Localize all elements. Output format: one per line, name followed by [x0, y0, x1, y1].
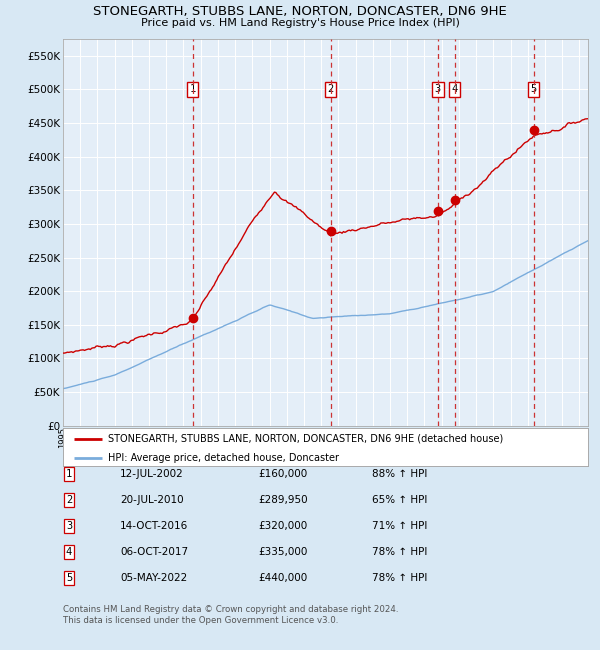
Text: STONEGARTH, STUBBS LANE, NORTON, DONCASTER, DN6 9HE: STONEGARTH, STUBBS LANE, NORTON, DONCAST…	[93, 5, 507, 18]
Text: 5: 5	[66, 573, 72, 583]
Text: 88% ↑ HPI: 88% ↑ HPI	[372, 469, 427, 479]
Text: 78% ↑ HPI: 78% ↑ HPI	[372, 573, 427, 583]
Text: 1: 1	[66, 469, 72, 479]
Text: HPI: Average price, detached house, Doncaster: HPI: Average price, detached house, Donc…	[107, 453, 338, 463]
Text: 1: 1	[190, 84, 196, 94]
Text: 4: 4	[452, 84, 458, 94]
Text: 78% ↑ HPI: 78% ↑ HPI	[372, 547, 427, 557]
Text: 5: 5	[530, 84, 537, 94]
Text: £289,950: £289,950	[258, 495, 308, 505]
Text: 06-OCT-2017: 06-OCT-2017	[120, 547, 188, 557]
Text: STONEGARTH, STUBBS LANE, NORTON, DONCASTER, DN6 9HE (detached house): STONEGARTH, STUBBS LANE, NORTON, DONCAST…	[107, 434, 503, 444]
Text: 05-MAY-2022: 05-MAY-2022	[120, 573, 187, 583]
Text: 4: 4	[66, 547, 72, 557]
Text: This data is licensed under the Open Government Licence v3.0.: This data is licensed under the Open Gov…	[63, 616, 338, 625]
Text: 12-JUL-2002: 12-JUL-2002	[120, 469, 184, 479]
Text: Contains HM Land Registry data © Crown copyright and database right 2024.: Contains HM Land Registry data © Crown c…	[63, 605, 398, 614]
Text: £440,000: £440,000	[258, 573, 307, 583]
Text: 71% ↑ HPI: 71% ↑ HPI	[372, 521, 427, 531]
Text: 20-JUL-2010: 20-JUL-2010	[120, 495, 184, 505]
Text: £160,000: £160,000	[258, 469, 307, 479]
Text: Price paid vs. HM Land Registry's House Price Index (HPI): Price paid vs. HM Land Registry's House …	[140, 18, 460, 28]
Text: £320,000: £320,000	[258, 521, 307, 531]
Text: 65% ↑ HPI: 65% ↑ HPI	[372, 495, 427, 505]
Text: 3: 3	[435, 84, 441, 94]
Text: 14-OCT-2016: 14-OCT-2016	[120, 521, 188, 531]
Text: £335,000: £335,000	[258, 547, 307, 557]
Text: 3: 3	[66, 521, 72, 531]
Text: 2: 2	[66, 495, 72, 505]
Text: 2: 2	[328, 84, 334, 94]
